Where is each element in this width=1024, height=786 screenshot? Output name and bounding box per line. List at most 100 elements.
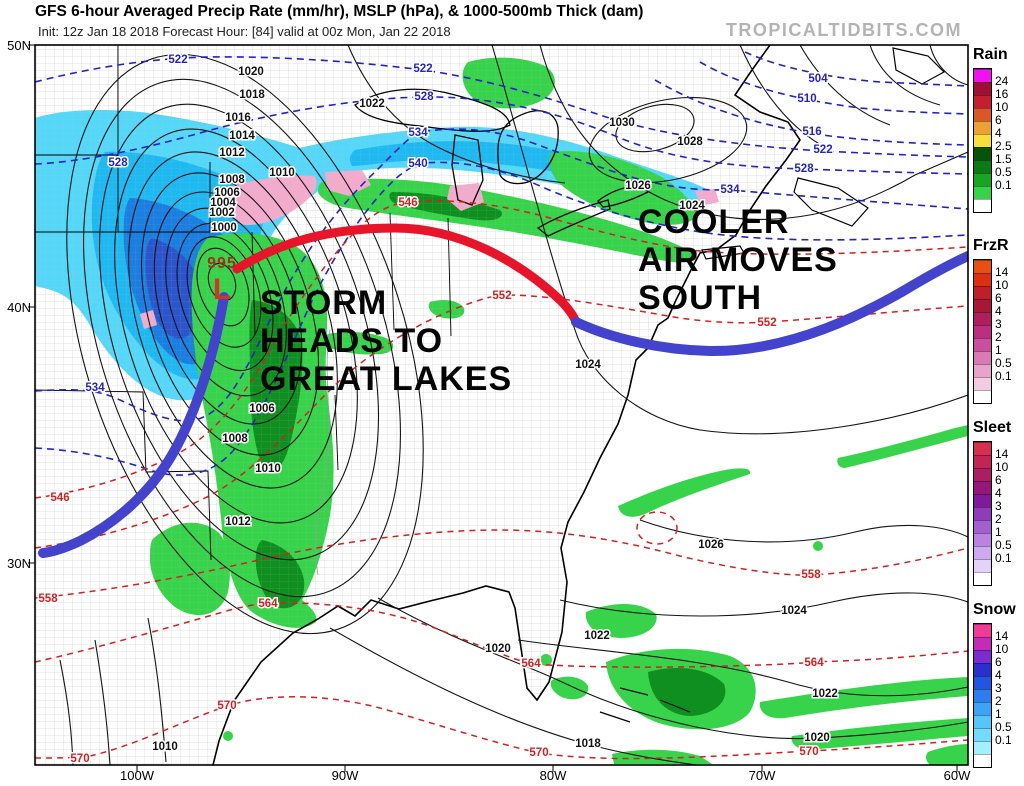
mslp-labels: 1020101810161014101210101008100610041002… <box>151 65 840 755</box>
contour-label: 1022 <box>584 630 610 642</box>
colorbar-cell <box>974 160 991 173</box>
lon-label: 90W <box>332 768 359 783</box>
annotation-arrows <box>38 223 968 558</box>
colorbar-cell <box>974 572 991 585</box>
legend-column: Rain 24 16 10 6 4 2.5 1.5 0.5 0.1 FrzR 14 10 6 4 3 2 1 0.5… <box>971 0 1024 786</box>
colorbar-cell <box>974 82 991 95</box>
colorbar-cell <box>974 663 991 676</box>
colorbar-cell <box>974 260 991 273</box>
storm-annotation: STORM HEADS TO GREAT LAKES <box>260 284 512 398</box>
lat-label: 50N <box>7 38 31 53</box>
great-lakes <box>354 88 650 237</box>
legend-tick: 14 <box>995 447 1009 461</box>
contour-label: 516 <box>802 126 821 138</box>
colorbar-cell <box>974 754 991 767</box>
lon-label: 80W <box>540 768 567 783</box>
legend-tick: 0.1 <box>995 551 1012 565</box>
contour-label: 1026 <box>698 539 724 551</box>
legend-tick: 1 <box>995 343 1002 357</box>
contour-label: 546 <box>50 492 69 504</box>
svg-text:GREAT LAKES: GREAT LAKES <box>260 360 512 398</box>
colorbar-cell <box>974 637 991 650</box>
contour-label: 1010 <box>152 741 178 753</box>
svg-text:STORM: STORM <box>260 284 387 322</box>
legend-tick: 1 <box>995 525 1002 539</box>
contour-label: 1006 <box>214 187 240 199</box>
contour-label: 1014 <box>229 130 255 142</box>
lat-label: 40N <box>7 300 31 315</box>
mslp-isobars <box>59 45 968 765</box>
colorbar-cell <box>974 364 991 377</box>
contour-label: 570 <box>70 753 89 765</box>
low-pressure-symbol: L <box>213 273 231 306</box>
colorbar-cell <box>974 650 991 663</box>
legend-tick: 1.5 <box>995 152 1012 166</box>
legend-tick: 1 <box>995 707 1002 721</box>
legend-tick: 10 <box>995 278 1009 292</box>
contour-label: 1000 <box>211 222 237 234</box>
contour-label: 1002 <box>209 207 235 219</box>
colorbar-cell <box>974 186 991 199</box>
legend-tick: 10 <box>995 100 1009 114</box>
contour-label: 1028 <box>677 136 703 148</box>
svg-text:COOLER: COOLER <box>638 203 789 241</box>
lon-label: 70W <box>749 768 776 783</box>
legend-tick: 4 <box>995 126 1002 140</box>
thickness-contours-red <box>35 200 968 760</box>
legend-tick: 2.5 <box>995 139 1012 153</box>
contour-label: 534 <box>85 382 105 394</box>
colorbar-cell <box>974 69 991 82</box>
legend-tick: 2 <box>995 330 1002 344</box>
contour-label: 528 <box>108 157 128 169</box>
contour-label: 522 <box>168 54 187 66</box>
colorbar-cell <box>974 325 991 338</box>
low-pressure-value: 995 <box>207 255 237 272</box>
legend-tick: 0.5 <box>995 720 1012 734</box>
contour-label: 1018 <box>575 738 601 750</box>
contour-label: 564 <box>258 598 278 610</box>
legend-tick: 16 <box>995 87 1009 101</box>
contour-label: 564 <box>804 657 824 669</box>
legend-tick: 0.5 <box>995 538 1012 552</box>
legend-title-sleet: Sleet <box>973 419 1012 436</box>
axis-labels: 50N 40N 30N 100W 90W 80W 70W 60W <box>7 38 971 783</box>
colorbar-cell <box>974 520 991 533</box>
svg-text:AIR MOVES: AIR MOVES <box>638 241 838 279</box>
legend-tick: 14 <box>995 265 1009 279</box>
legend-tick: 0.1 <box>995 178 1012 192</box>
contour-label: 1022 <box>812 688 838 700</box>
legend-tick: 4 <box>995 304 1002 318</box>
lon-label: 100W <box>120 768 155 783</box>
colorbar-cell <box>974 728 991 741</box>
legend-tick: 6 <box>995 113 1002 127</box>
colorbar-cell <box>974 134 991 147</box>
islands <box>599 47 945 723</box>
contour-label: 552 <box>492 290 511 302</box>
contour-label: 522 <box>813 144 832 156</box>
thickness-blue-labels: 504 510 516 522 522 522 528 528 528 534 534 534 540 <box>84 53 834 396</box>
colorbar-cell <box>974 351 991 364</box>
coastline <box>212 45 801 765</box>
contour-label: 1022 <box>359 98 385 110</box>
contour-label: 1024 <box>575 359 601 371</box>
legend-tick: 3 <box>995 681 1002 695</box>
contour-label: 570 <box>799 746 818 758</box>
trough-axis-arrow <box>38 292 229 558</box>
contour-label: 1030 <box>609 117 635 129</box>
contour-label: 1006 <box>249 403 275 415</box>
contour-label: 564 <box>521 658 541 670</box>
legend-tick: 2 <box>995 694 1002 708</box>
contour-label: 558 <box>38 593 58 605</box>
legend-tick: 6 <box>995 655 1002 669</box>
legend-tick: 10 <box>995 460 1009 474</box>
colorbar-cell <box>974 689 991 702</box>
contour-label: 1026 <box>625 180 651 192</box>
contour-label: 522 <box>413 63 432 75</box>
contour-label: 540 <box>408 158 427 170</box>
legend-tick: 0.5 <box>995 356 1012 370</box>
cooler-annotation: COOLER AIR MOVES SOUTH <box>638 203 838 317</box>
contour-label: 1020 <box>485 643 511 655</box>
contour-label: 1016 <box>225 112 251 124</box>
contour-label: 1010 <box>269 167 295 179</box>
